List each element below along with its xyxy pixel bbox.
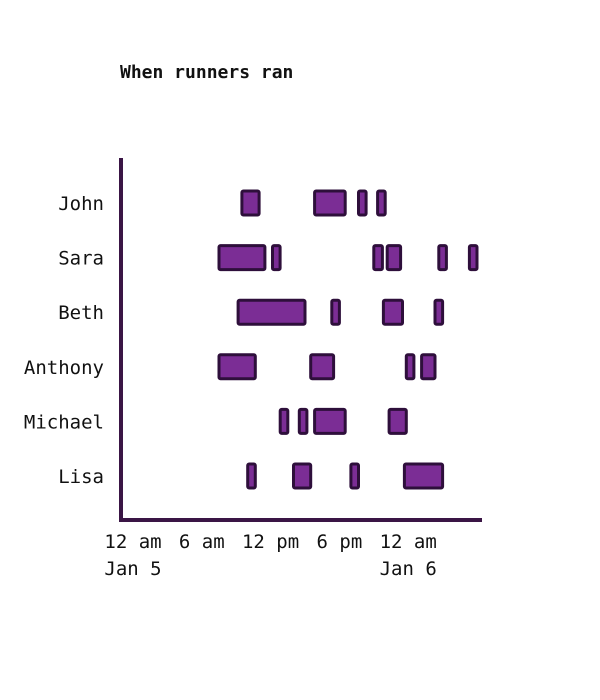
run-bar bbox=[246, 462, 257, 490]
run-bar bbox=[387, 407, 408, 435]
run-bar bbox=[420, 353, 437, 381]
run-bar bbox=[297, 407, 309, 435]
runner-label: Beth bbox=[58, 302, 104, 324]
run-bar bbox=[292, 462, 313, 490]
run-bar bbox=[309, 353, 336, 381]
run-bar bbox=[349, 462, 360, 490]
runner-label: John bbox=[58, 193, 104, 215]
x-tick-label: 12 am bbox=[380, 531, 437, 553]
run-bar bbox=[402, 462, 445, 490]
run-bar bbox=[404, 353, 416, 381]
run-bar bbox=[437, 244, 448, 272]
x-date-label: Jan 6 bbox=[380, 558, 437, 580]
chart-title: When runners ran bbox=[120, 62, 294, 83]
run-bar bbox=[381, 298, 404, 326]
run-bar bbox=[271, 244, 282, 272]
run-bar bbox=[330, 298, 341, 326]
run-bar bbox=[236, 298, 307, 326]
x-tick-label: 6 pm bbox=[317, 531, 363, 553]
x-date-label: Jan 5 bbox=[104, 558, 161, 580]
run-bar bbox=[376, 189, 387, 217]
runner-label: Michael bbox=[24, 411, 104, 433]
x-axis-tick-labels: 12 am 6 am 12 pm 6 pm 12 am Jan 5 Jan 6 bbox=[104, 531, 436, 580]
run-bars bbox=[217, 189, 479, 490]
run-bar bbox=[217, 244, 267, 272]
x-tick-label: 12 am bbox=[104, 531, 161, 553]
runner-label: Anthony bbox=[24, 357, 104, 379]
run-bar bbox=[467, 244, 479, 272]
run-bar bbox=[278, 407, 290, 435]
runner-name-labels: John Sara Beth Anthony Michael Lisa bbox=[24, 193, 104, 488]
run-bar bbox=[240, 189, 261, 217]
run-bar bbox=[385, 244, 403, 272]
run-bar bbox=[357, 189, 368, 217]
run-bar bbox=[313, 189, 347, 217]
run-bar bbox=[372, 244, 384, 272]
runner-label: Lisa bbox=[58, 466, 104, 488]
run-bar bbox=[433, 298, 445, 326]
runner-label: Sara bbox=[58, 248, 104, 270]
run-bar bbox=[313, 407, 347, 435]
run-bar bbox=[217, 353, 257, 381]
x-tick-label: 12 pm bbox=[242, 531, 299, 553]
x-tick-label: 6 am bbox=[179, 531, 225, 553]
